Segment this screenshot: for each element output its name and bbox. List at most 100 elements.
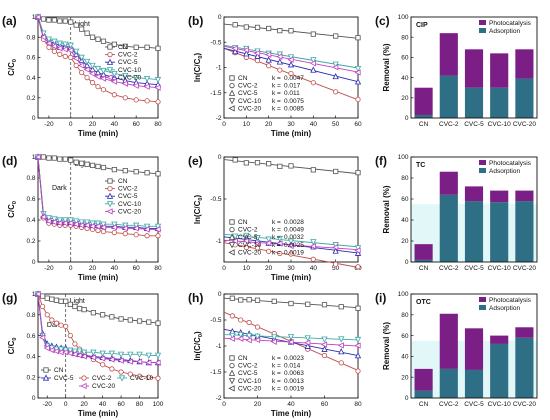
data-point [355, 305, 361, 311]
legend-swatch-adsorption [479, 28, 486, 33]
legend-swatch-adsorption [479, 305, 486, 310]
bar-photocatalysis [490, 190, 509, 203]
legend-label: CVC-2 [118, 186, 138, 193]
data-point [154, 223, 162, 230]
y-axis-label: ln(C/C0) [193, 195, 204, 225]
y-axis-label: C/C0 [7, 59, 18, 76]
data-point [75, 352, 83, 359]
k-prefix: k = [272, 355, 281, 362]
y-axis-label: Removal (%) [382, 322, 391, 370]
bar-adsorption [490, 202, 509, 262]
series-CVC-20 [34, 290, 161, 366]
panel-label: (e) [188, 154, 203, 168]
y-axis-label-main: ln(C/C [193, 58, 202, 82]
series-CVC-10 [223, 232, 362, 252]
data-point [67, 47, 74, 54]
data-point [237, 332, 244, 339]
data-point [254, 160, 261, 166]
data-point [155, 99, 161, 105]
series-line [37, 293, 159, 379]
bar-adsorption [439, 75, 458, 118]
x-tick-label: 30 [287, 121, 295, 128]
legend-marker [228, 369, 236, 376]
series-CN [35, 291, 161, 326]
series-CN [223, 157, 361, 176]
y-tick-label: 60 [401, 55, 409, 62]
data-point [355, 368, 361, 374]
y-tick-label: 60 [401, 333, 409, 340]
data-point [238, 317, 244, 323]
panel-f: (f) CN CVC-2 CVC-5 CVC-10 CVC-20 0 20 40 60 80 100 R… [375, 154, 538, 272]
data-point [57, 18, 63, 24]
y-axis-label-main: C/C [7, 62, 16, 76]
x-tick-label: CVC-10 [488, 121, 512, 128]
data-point [78, 54, 85, 61]
legend-label: CVC-2 [238, 83, 258, 90]
bar-photocatalysis [515, 327, 534, 338]
legend-label: CN [238, 219, 248, 226]
data-point [265, 239, 272, 247]
bar-photocatalysis [515, 190, 534, 202]
y-tick-label: -2 [216, 395, 222, 402]
data-point [56, 45, 63, 52]
data-point [355, 96, 361, 103]
data-point [90, 310, 96, 316]
y-tick-label: -1.5 [210, 369, 222, 376]
data-point [338, 336, 345, 343]
data-point [56, 217, 63, 224]
data-point [40, 303, 46, 310]
data-point [154, 359, 161, 366]
data-point [71, 351, 78, 358]
data-point [72, 303, 78, 310]
data-point [111, 92, 117, 98]
data-point [354, 69, 361, 76]
data-point [34, 290, 41, 298]
data-point [68, 157, 74, 163]
data-point [40, 154, 47, 160]
data-point [270, 338, 277, 345]
data-point [155, 375, 161, 381]
y-axis-label-subscript: 0 [12, 338, 18, 341]
legend-label: CVC-2 [238, 363, 258, 370]
data-point [99, 350, 106, 357]
x-tick-label: -20 [44, 265, 54, 272]
data-point [332, 73, 339, 80]
x-axis-label: Time (min) [271, 129, 312, 138]
y-tick-label: 0.6 [26, 55, 35, 62]
data-point [254, 297, 261, 303]
data-point [73, 218, 80, 225]
y-tick-label: 1 [32, 154, 36, 161]
data-point [310, 239, 317, 246]
data-point [354, 342, 361, 349]
data-point [338, 348, 345, 355]
x-tick-label: 40 [310, 265, 318, 272]
y-tick-label: 0.4 [26, 217, 35, 224]
data-point [265, 236, 272, 243]
data-point [243, 244, 249, 251]
data-point [144, 233, 150, 239]
bar-adsorption [439, 368, 458, 398]
series-CVC-2 [35, 14, 161, 105]
x-tick-label: 60 [321, 401, 329, 408]
data-point [231, 45, 238, 52]
axes-frame [37, 293, 159, 399]
light-label: Light [75, 21, 90, 28]
y-tick-label: 0.8 [26, 312, 35, 319]
legend-marker [107, 51, 113, 58]
data-point [45, 217, 52, 225]
data-point [61, 46, 68, 53]
bar-photocatalysis [414, 368, 433, 391]
data-point [133, 232, 139, 238]
data-point [337, 342, 344, 349]
data-point [121, 225, 128, 232]
legend-label: CVC-10 [238, 378, 262, 385]
k-prefix: k = [272, 363, 281, 370]
panel-h: (h) 0 20 40 60 80 0 -0.5 -1 -1.5 -2 Time (min) ln(C/… [188, 291, 362, 418]
data-point [276, 240, 283, 247]
y-tick-label: 40 [401, 75, 409, 82]
axes-frame [37, 156, 159, 263]
data-point [254, 235, 261, 242]
data-point [122, 222, 129, 229]
